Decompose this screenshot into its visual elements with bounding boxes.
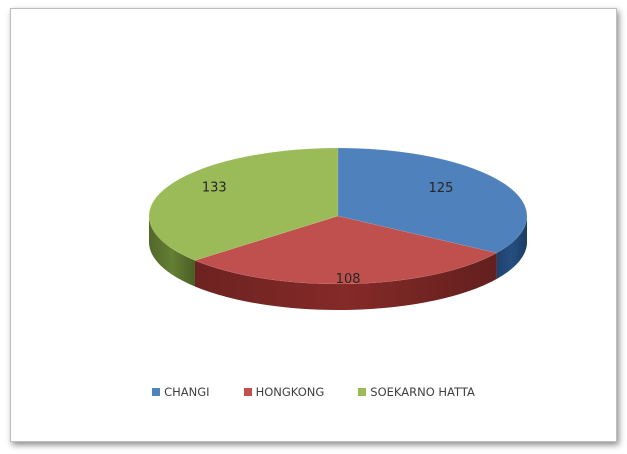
- pie-slice-hongkong: [194, 215, 498, 285]
- legend-label-changi: CHANGI: [164, 385, 210, 399]
- data-label-soekarno-hatta: 133: [202, 181, 227, 196]
- legend-swatch-soekarno-hatta: [358, 388, 367, 396]
- pie-slice-sides: [149, 216, 527, 310]
- pie-side-shade-changi: [496, 216, 527, 279]
- pie-slice-tops: [148, 147, 528, 285]
- chart-area: 125 108 133 CHANGI HONGKONG SOEKARNO HATTA: [10, 8, 617, 442]
- pie-side-shade-soekarno-hatta: [149, 216, 195, 287]
- legend-item-hongkong: HONGKONG: [243, 385, 325, 399]
- legend-label-soekarno-hatta: SOEKARNO HATTA: [370, 385, 475, 399]
- pie-slice-changi: [337, 147, 528, 254]
- data-label-hongkong: 108: [336, 272, 361, 287]
- legend: CHANGI HONGKONG SOEKARNO HATTA: [11, 385, 616, 399]
- legend-label-hongkong: HONGKONG: [255, 385, 325, 399]
- legend-item-soekarno-hatta: SOEKARNO HATTA: [358, 385, 475, 399]
- legend-item-changi: CHANGI: [152, 385, 210, 399]
- data-label-changi: 125: [429, 181, 454, 196]
- legend-swatch-changi: [152, 388, 161, 396]
- legend-swatch-hongkong: [243, 388, 252, 396]
- pie-data-labels: 125 108 133: [202, 181, 454, 287]
- pie-side-shade-hongkong: [194, 252, 497, 310]
- pie-slice-soekarno-hatta: [148, 147, 339, 261]
- pie-chart: 125 108 133: [148, 147, 528, 310]
